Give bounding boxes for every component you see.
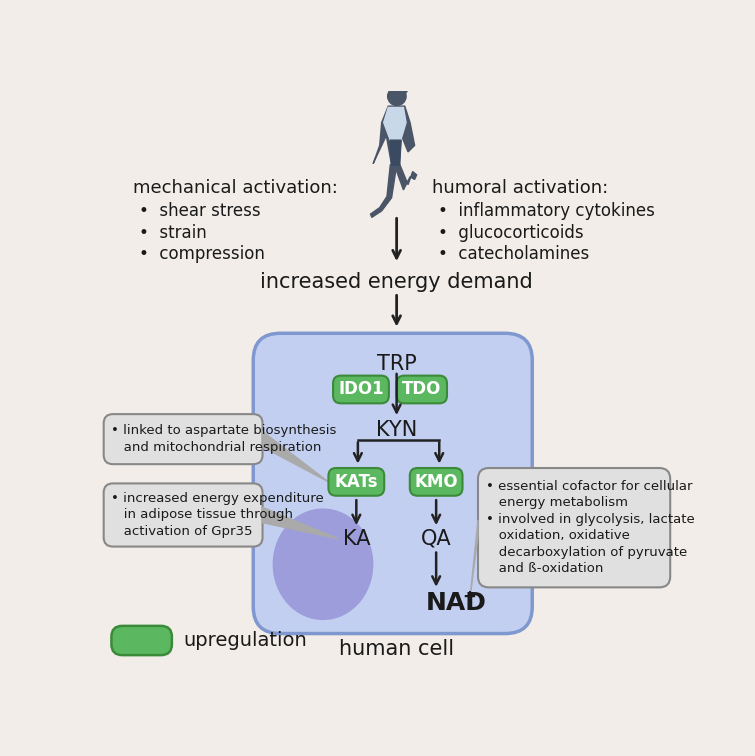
Ellipse shape xyxy=(273,509,374,620)
Text: TDO: TDO xyxy=(402,380,441,398)
Text: NAD: NAD xyxy=(425,590,486,615)
Text: humoral activation:: humoral activation: xyxy=(432,179,608,197)
Text: QA: QA xyxy=(421,529,451,549)
Circle shape xyxy=(387,87,406,106)
Text: increased energy demand: increased energy demand xyxy=(260,271,533,292)
Text: •  strain: • strain xyxy=(140,224,207,242)
Text: KMO: KMO xyxy=(414,473,458,491)
Polygon shape xyxy=(371,164,397,218)
FancyBboxPatch shape xyxy=(103,414,263,464)
Text: • essential cofactor for cellular
   energy metabolism
• involved in glycolysis,: • essential cofactor for cellular energy… xyxy=(485,480,695,575)
Text: human cell: human cell xyxy=(339,639,455,659)
Polygon shape xyxy=(390,140,401,165)
FancyBboxPatch shape xyxy=(103,483,263,547)
Text: KA: KA xyxy=(343,529,370,549)
Polygon shape xyxy=(263,507,338,539)
Text: •  compression: • compression xyxy=(140,246,265,264)
FancyBboxPatch shape xyxy=(396,376,447,404)
Polygon shape xyxy=(263,432,328,482)
Text: KATs: KATs xyxy=(334,473,378,491)
FancyBboxPatch shape xyxy=(478,468,670,587)
Polygon shape xyxy=(384,107,406,140)
Text: TRP: TRP xyxy=(377,354,417,374)
Text: • linked to aspartate biosynthesis
   and mitochondrial respiration: • linked to aspartate biosynthesis and m… xyxy=(112,424,337,454)
Text: KYN: KYN xyxy=(376,420,418,439)
Polygon shape xyxy=(373,106,414,165)
FancyBboxPatch shape xyxy=(112,626,172,655)
Text: +: + xyxy=(463,588,476,606)
Text: •  inflammatory cytokines: • inflammatory cytokines xyxy=(438,203,655,220)
Polygon shape xyxy=(470,520,478,603)
Polygon shape xyxy=(392,164,417,190)
Text: mechanical activation:: mechanical activation: xyxy=(133,179,338,197)
FancyBboxPatch shape xyxy=(253,333,532,634)
Text: •  glucocorticoids: • glucocorticoids xyxy=(438,224,584,242)
Text: •  catecholamines: • catecholamines xyxy=(438,246,589,264)
Polygon shape xyxy=(402,83,413,96)
Text: IDO1: IDO1 xyxy=(338,380,384,398)
Text: upregulation: upregulation xyxy=(183,631,307,650)
Text: • increased energy expenditure
   in adipose tissue through
   activation of Gpr: • increased energy expenditure in adipos… xyxy=(112,492,324,538)
FancyBboxPatch shape xyxy=(333,376,389,404)
Text: •  shear stress: • shear stress xyxy=(140,203,261,220)
FancyBboxPatch shape xyxy=(328,468,384,496)
FancyBboxPatch shape xyxy=(410,468,463,496)
